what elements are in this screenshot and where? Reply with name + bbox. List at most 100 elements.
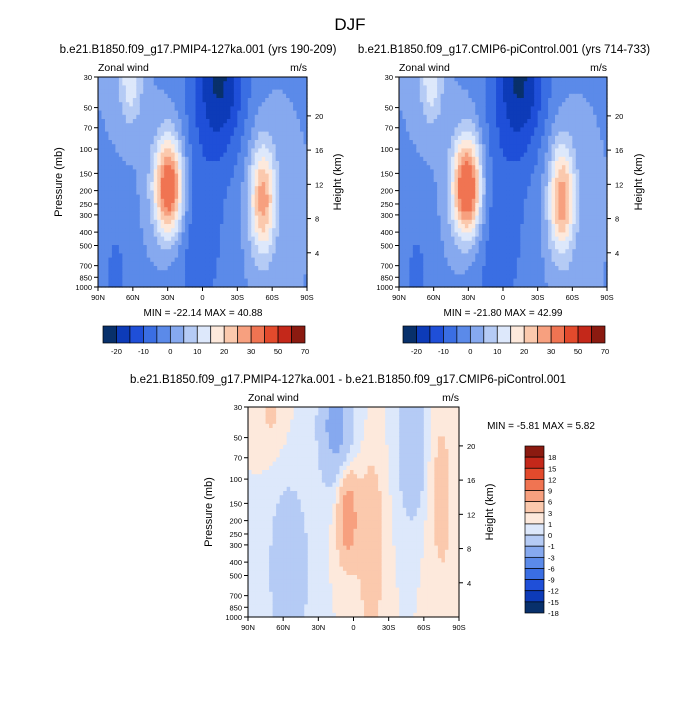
field-cell xyxy=(178,161,182,166)
field-cell xyxy=(112,115,116,120)
field-cell xyxy=(258,123,262,128)
field-cell xyxy=(496,127,500,132)
field-cell xyxy=(115,115,119,120)
field-cell xyxy=(154,274,158,279)
field-cell xyxy=(479,182,483,187)
field-cell xyxy=(223,102,227,107)
field-cell xyxy=(122,266,126,271)
field-cell xyxy=(458,157,462,162)
field-cell xyxy=(297,190,301,195)
field-cell xyxy=(209,228,213,233)
field-cell xyxy=(265,102,269,107)
field-cell xyxy=(444,216,448,221)
field-cell xyxy=(423,203,427,208)
field-cell xyxy=(482,115,486,120)
field-cell xyxy=(220,102,224,107)
field-cell xyxy=(223,140,227,145)
field-cell xyxy=(213,199,217,204)
field-cell xyxy=(496,249,500,254)
field-cell xyxy=(272,199,276,204)
field-cell xyxy=(196,169,200,174)
field-cell xyxy=(399,81,403,86)
field-cell xyxy=(143,216,147,221)
field-cell xyxy=(300,266,304,271)
field-cell xyxy=(272,153,276,158)
field-cell xyxy=(122,169,126,174)
field-cell xyxy=(475,169,479,174)
field-cell xyxy=(230,190,234,195)
field-cell xyxy=(517,182,521,187)
field-cell xyxy=(157,211,161,216)
field-cell xyxy=(262,165,266,170)
field-cell xyxy=(517,140,521,145)
field-cell xyxy=(119,253,123,258)
field-cell xyxy=(237,216,241,221)
field-cell xyxy=(489,85,493,90)
field-cell xyxy=(489,127,493,132)
field-cell xyxy=(112,148,116,153)
field-cell xyxy=(150,115,154,120)
field-cell xyxy=(105,262,109,267)
field-cell xyxy=(115,237,119,242)
field-cell xyxy=(527,123,531,128)
field-cell xyxy=(223,228,227,233)
field-cell xyxy=(115,232,119,237)
field-cell xyxy=(237,98,241,103)
field-cell xyxy=(503,220,507,225)
field-cell xyxy=(489,220,493,225)
field-cell xyxy=(265,224,269,229)
field-cell xyxy=(283,119,287,124)
field-cell xyxy=(192,102,196,107)
field-cell xyxy=(154,266,158,271)
field-cell xyxy=(171,127,175,132)
field-cell xyxy=(251,274,255,279)
field-cell xyxy=(241,140,245,145)
field-cell xyxy=(234,241,238,246)
field-cell xyxy=(101,102,105,107)
field-cell xyxy=(300,148,304,153)
field-cell xyxy=(262,119,266,124)
field-cell xyxy=(486,94,490,99)
field-cell xyxy=(265,136,269,141)
field-cell xyxy=(126,266,130,271)
field-cell xyxy=(244,85,248,90)
field-cell xyxy=(119,148,123,153)
field-cell xyxy=(300,102,304,107)
field-cell xyxy=(133,216,137,221)
x-tick-label: 90S xyxy=(300,293,313,302)
field-cell xyxy=(461,216,465,221)
field-cell xyxy=(136,279,140,284)
field-cell xyxy=(213,274,217,279)
field-cell xyxy=(465,207,469,212)
field-cell xyxy=(171,161,175,166)
colorbar-swatch xyxy=(224,326,237,343)
field-cell xyxy=(441,262,445,267)
field-cell xyxy=(475,111,479,116)
field-cell xyxy=(262,237,266,242)
field-cell xyxy=(119,140,123,145)
field-cell xyxy=(112,165,116,170)
field-cell xyxy=(258,94,262,99)
field-cell xyxy=(105,190,109,195)
field-cell xyxy=(506,144,510,149)
field-cell xyxy=(161,81,165,86)
field-cell xyxy=(448,245,452,250)
field-cell xyxy=(248,195,252,200)
field-cell xyxy=(227,249,231,254)
field-cell xyxy=(241,119,245,124)
field-cell xyxy=(283,132,287,137)
field-cell xyxy=(524,195,528,200)
field-cell xyxy=(115,241,119,246)
field-cell xyxy=(283,262,287,267)
field-cell xyxy=(527,161,531,166)
field-cell xyxy=(171,157,175,162)
field-cell xyxy=(402,127,406,132)
field-cell xyxy=(150,132,154,137)
field-cell xyxy=(444,77,448,82)
field-cell xyxy=(454,203,458,208)
field-cell xyxy=(122,144,126,149)
field-cell xyxy=(300,270,304,275)
field-cell xyxy=(279,199,283,204)
field-cell xyxy=(472,262,476,267)
field-cell xyxy=(489,119,493,124)
